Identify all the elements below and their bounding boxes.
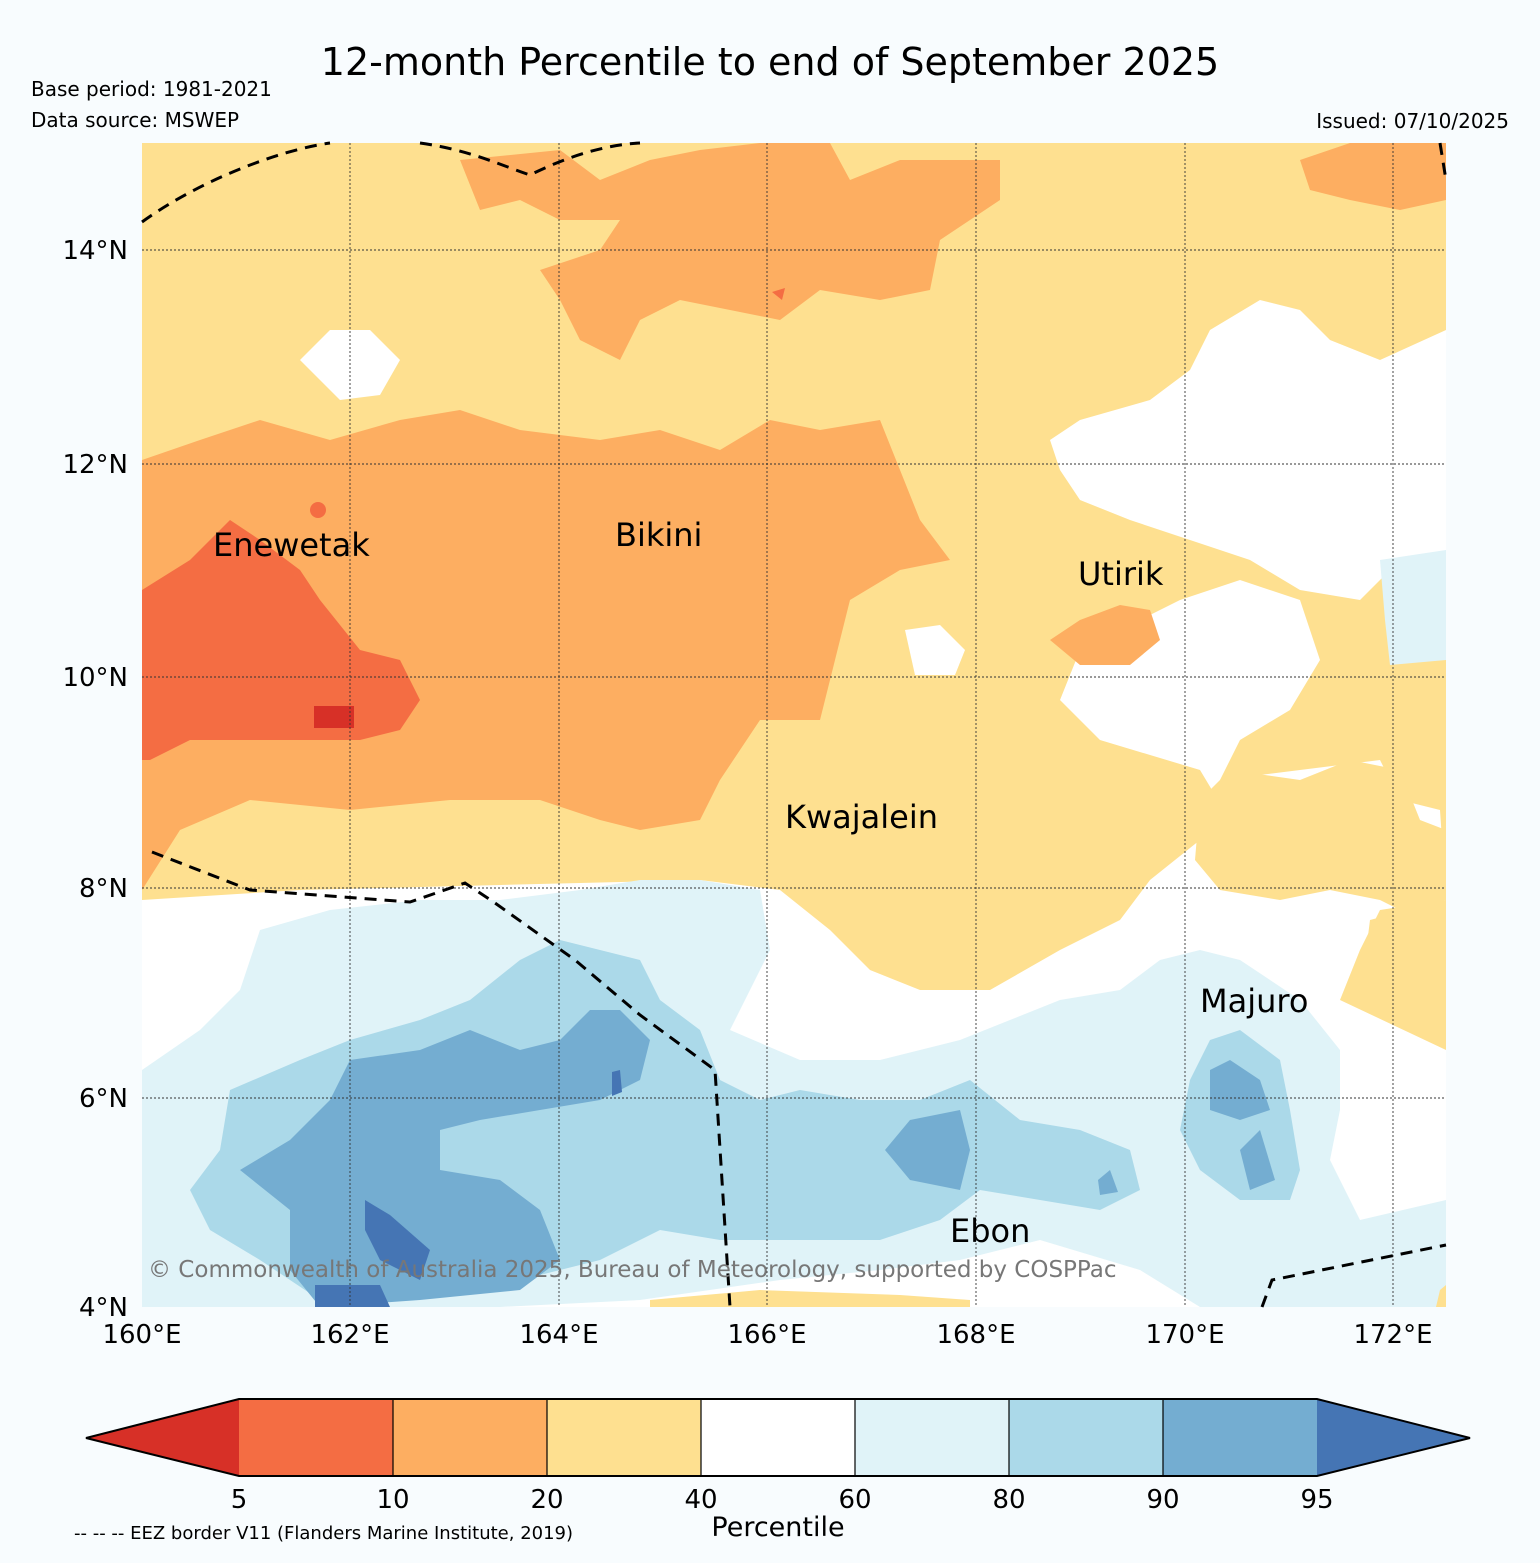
colorbar-tick-40: 40 [684, 1485, 717, 1515]
lon-label-170e: 170°E [1145, 1320, 1224, 1350]
field-10-20-ne [1300, 143, 1446, 210]
field-above-95 [365, 1200, 430, 1280]
colorbar-40-60 [701, 1399, 855, 1476]
map-fields [142, 143, 1446, 1307]
lon-label-172e: 172°E [1353, 1320, 1432, 1350]
field-20-40-east [1195, 760, 1446, 910]
eez-border [141, 141, 1448, 1308]
colorbar-tick-90: 90 [1146, 1485, 1179, 1515]
lat-label-8n: 8°N [79, 874, 128, 904]
field-10-20-north [460, 143, 1000, 360]
lat-label-6n: 6°N [79, 1084, 128, 1114]
place-bikini: Bikini [615, 516, 702, 554]
field-10-20-utirik [1050, 605, 1160, 665]
lon-label-166e: 166°E [727, 1320, 806, 1350]
field-20-40-mid [142, 740, 1150, 990]
field-above-95-c [612, 1070, 622, 1096]
colorbar-tick-95: 95 [1300, 1485, 1333, 1515]
field-90-95 [240, 1010, 650, 1307]
data-source-note: Data source: MSWEP [31, 108, 240, 132]
place-enewetak: Enewetak [213, 526, 370, 564]
colorbar-label: Percentile [711, 1512, 845, 1543]
lat-label-10n: 10°N [62, 663, 128, 693]
colorbar-below-5 [86, 1399, 239, 1476]
field-20-40-se [1365, 900, 1446, 1030]
colorbar-tick-20: 20 [530, 1485, 563, 1515]
field-60-80-ne [1380, 550, 1446, 665]
map-title: 12-month Percentile to end of September … [320, 40, 1220, 84]
field-90-95-c [885, 1110, 970, 1190]
percentile-map: 14°N 12°N 10°N 8°N 6°N 4°N 160°E 162°E 1… [62, 141, 1448, 1350]
place-utirik: Utirik [1078, 555, 1164, 593]
field-10-20-west [142, 410, 950, 890]
colorbar-outline [85, 1398, 1471, 1477]
colorbar-tick-5: 5 [231, 1485, 248, 1515]
field-90-95-e2 [1240, 1130, 1275, 1190]
field-above-95-s [315, 1285, 390, 1307]
field-90-95-e3 [1098, 1170, 1118, 1195]
colorbar-90-95 [1163, 1399, 1317, 1476]
field-20-40-s-corner [1436, 1285, 1446, 1307]
field-5-10 [142, 520, 420, 760]
field-40-60-ne [1050, 300, 1446, 600]
place-kwajalein: Kwajalein [785, 798, 938, 836]
field-below-5 [314, 706, 354, 728]
lat-label-14n: 14°N [62, 236, 128, 266]
field-5-10-north [772, 288, 785, 300]
lat-label-4n: 4°N [79, 1293, 128, 1323]
base-period-note: Base period: 1981-2021 [31, 77, 272, 101]
field-5-10-dot [310, 502, 326, 518]
field-40-60-c [905, 625, 965, 675]
colorbar-10-20 [393, 1399, 547, 1476]
colorbar-above-95 [1317, 1399, 1470, 1476]
place-ebon: Ebon [950, 1212, 1030, 1250]
colorbar-5-10 [239, 1399, 393, 1476]
map-gridlines [142, 143, 1446, 1307]
copyright-note: © Commonwealth of Australia 2025, Bureau… [148, 1257, 1117, 1283]
colorbar-tick-80: 80 [992, 1485, 1025, 1515]
lon-label-164e: 164°E [519, 1320, 598, 1350]
issued-date: Issued: 07/10/2025 [1316, 109, 1509, 133]
lon-label-162e: 162°E [310, 1320, 389, 1350]
lat-label-12n: 12°N [62, 450, 128, 480]
colorbar-tick-60: 60 [838, 1485, 871, 1515]
colorbar-60-80 [855, 1399, 1009, 1476]
colorbar-80-90 [1009, 1399, 1163, 1476]
colorbar-dividers [392, 1399, 1164, 1476]
colorbar-20-40 [547, 1399, 701, 1476]
field-90-95-majuro [1210, 1060, 1270, 1120]
lon-label-160e: 160°E [102, 1320, 181, 1350]
lon-label-168e: 168°E [936, 1320, 1015, 1350]
eez-border-note: -- -- -- EEZ border V11 (Flanders Marine… [74, 1523, 574, 1544]
colorbar-tick-10: 10 [376, 1485, 409, 1515]
place-majuro: Majuro [1200, 982, 1308, 1020]
